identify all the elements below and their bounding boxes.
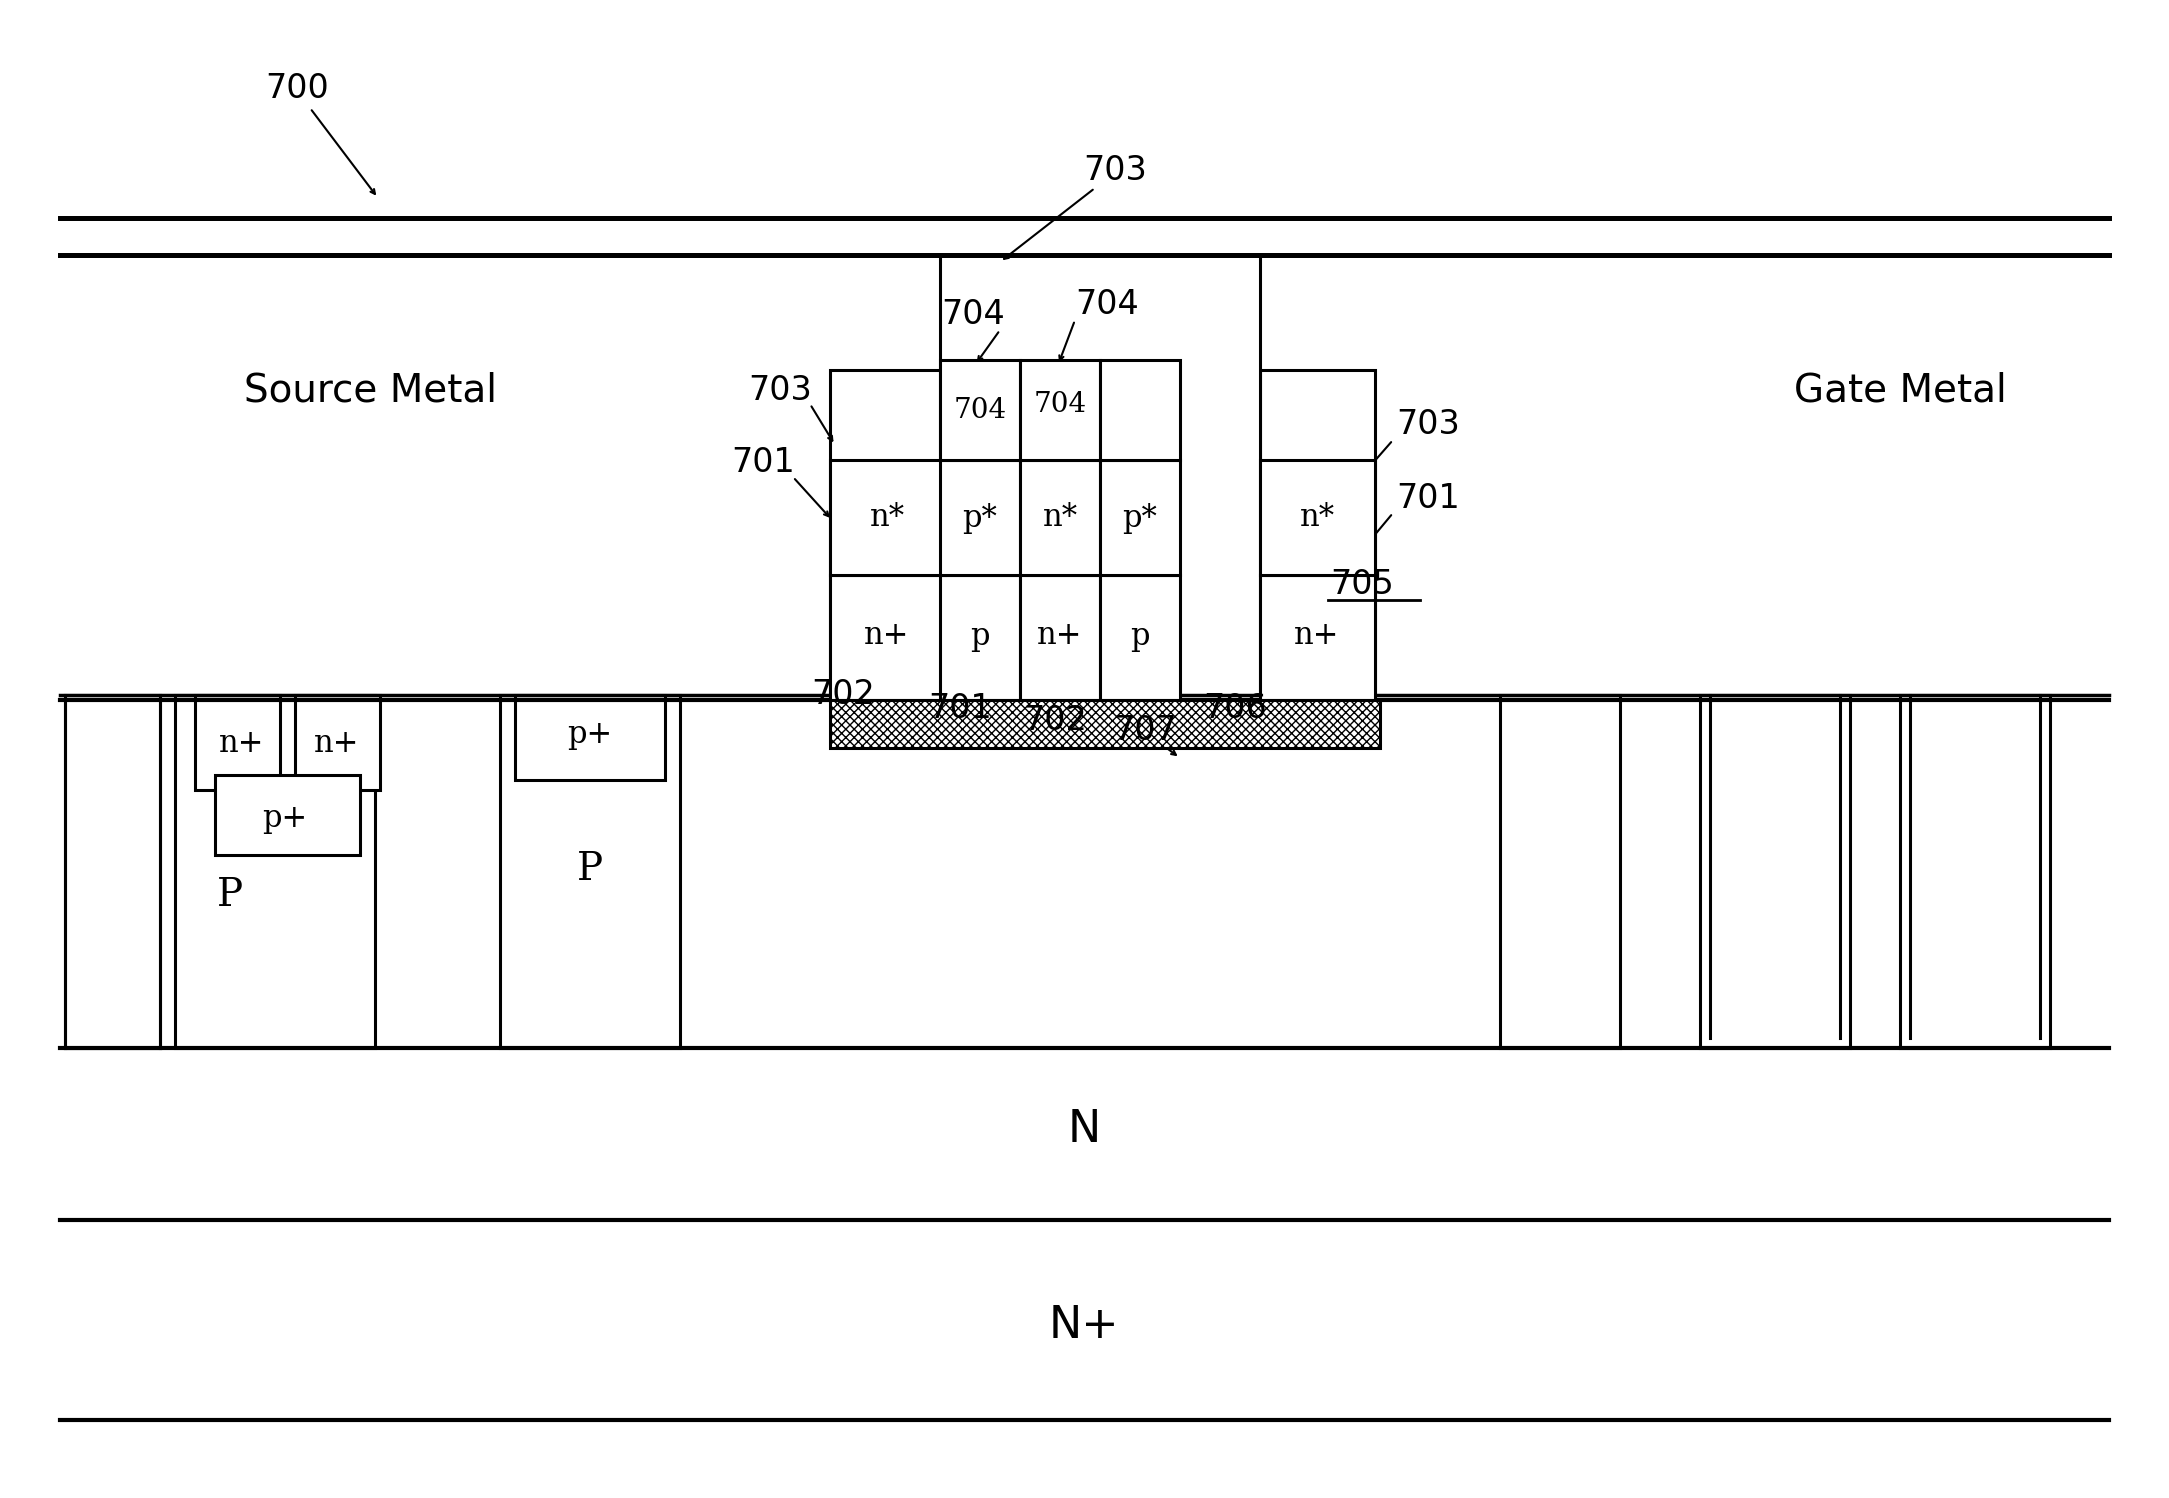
Text: 705: 705	[1330, 569, 1395, 602]
Text: 702: 702	[1024, 704, 1087, 737]
Text: n*: n*	[1043, 502, 1078, 533]
Bar	[176, 695, 375, 1049]
Text: n+: n+	[219, 728, 265, 758]
Text: p+: p+	[262, 803, 308, 833]
Bar	[1019, 460, 1100, 575]
Text: n+: n+	[863, 620, 909, 652]
Text: N+: N+	[1048, 1303, 1119, 1347]
Bar	[1100, 575, 1180, 700]
Bar	[65, 695, 161, 1049]
Bar	[831, 460, 946, 575]
Bar	[76, 706, 150, 1038]
Bar	[514, 695, 666, 780]
Bar	[939, 460, 1019, 575]
Text: 707: 707	[1113, 713, 1178, 746]
Bar	[295, 695, 380, 789]
Bar	[501, 695, 681, 1049]
Bar	[831, 700, 1379, 748]
Bar	[939, 360, 1019, 460]
Text: 704: 704	[1076, 289, 1139, 322]
Text: Source Metal: Source Metal	[243, 372, 497, 409]
Text: p*: p*	[1124, 502, 1158, 533]
Bar	[939, 575, 1019, 700]
Text: 703: 703	[1397, 409, 1460, 442]
Text: p*: p*	[963, 502, 998, 533]
Bar	[1700, 695, 1850, 1049]
Text: 701: 701	[928, 692, 991, 725]
Text: P: P	[217, 876, 243, 914]
Text: 703: 703	[748, 373, 811, 406]
Bar	[939, 255, 1260, 730]
Bar	[1260, 370, 1375, 700]
Bar	[215, 774, 360, 855]
Text: 700: 700	[265, 72, 330, 105]
Text: n*: n*	[870, 502, 904, 533]
Bar	[1100, 360, 1180, 460]
Bar	[831, 575, 946, 700]
Text: N: N	[1067, 1109, 1100, 1152]
Text: Gate Metal: Gate Metal	[1794, 372, 2006, 409]
Bar	[1501, 695, 1620, 1049]
Text: 701: 701	[1397, 481, 1460, 514]
Bar	[195, 695, 280, 789]
Bar	[1260, 575, 1375, 700]
Text: P: P	[577, 851, 603, 888]
Text: n+: n+	[315, 728, 360, 758]
Text: 703: 703	[1082, 153, 1147, 186]
Text: n+: n+	[1037, 620, 1082, 652]
Text: 706: 706	[1204, 692, 1267, 725]
Text: 701: 701	[731, 445, 796, 478]
Bar	[1019, 575, 1100, 700]
Text: p+: p+	[568, 719, 612, 750]
Text: n+: n+	[1295, 620, 1340, 652]
Text: n*: n*	[1299, 502, 1334, 533]
Text: 704: 704	[954, 397, 1006, 424]
Text: p: p	[1130, 620, 1150, 652]
Bar	[1900, 695, 2050, 1049]
Bar	[1019, 360, 1100, 460]
Text: p: p	[970, 620, 989, 652]
Bar	[1100, 460, 1180, 575]
Text: 704: 704	[941, 298, 1004, 331]
Bar	[1260, 460, 1375, 575]
Text: 704: 704	[1032, 391, 1087, 418]
Bar	[831, 370, 946, 700]
Text: 702: 702	[811, 679, 874, 712]
